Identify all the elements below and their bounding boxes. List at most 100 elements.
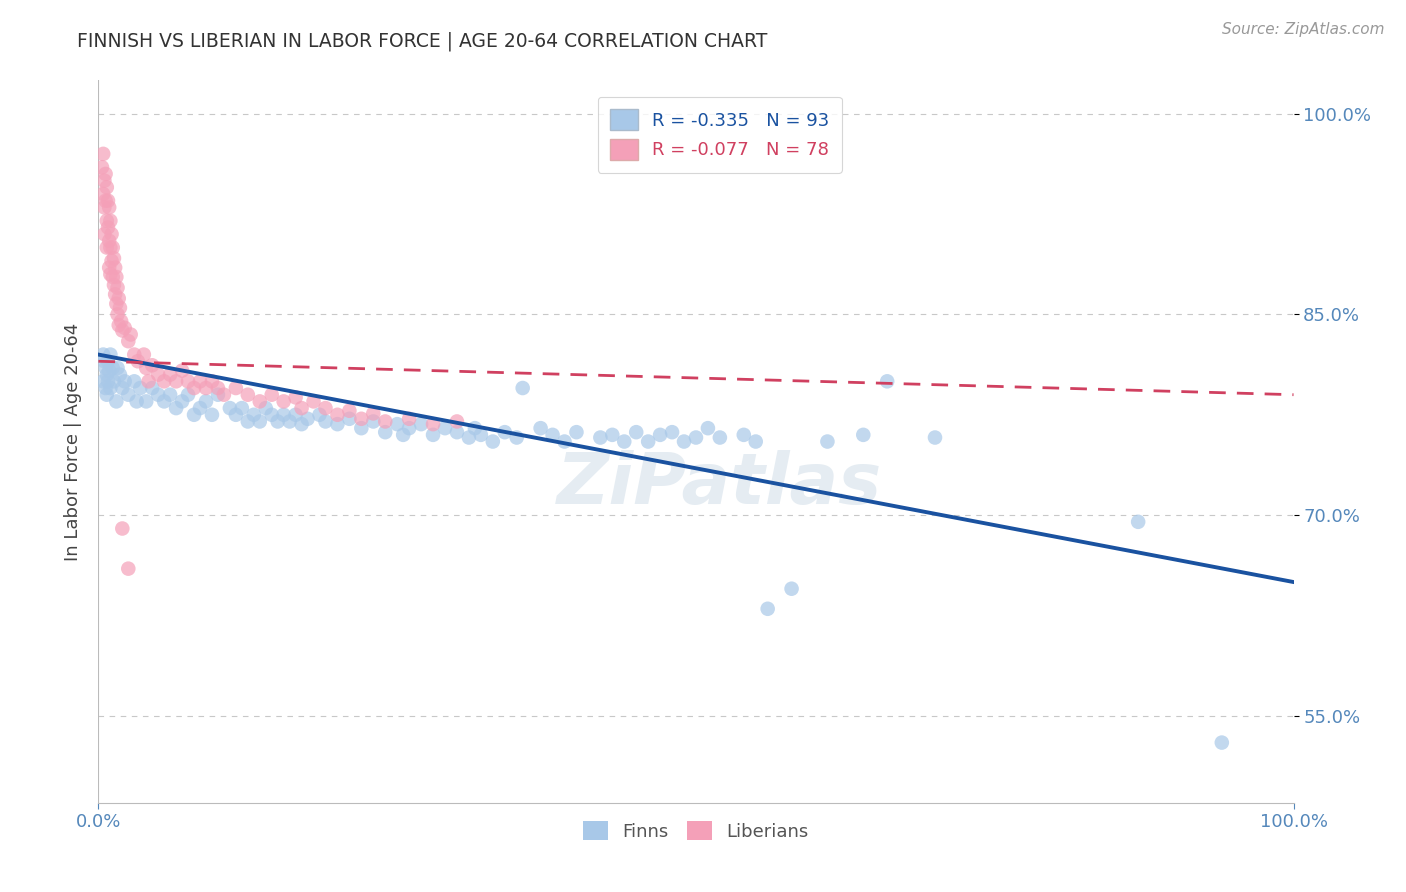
Point: [207, 387, 229, 401]
Point: [411, 417, 433, 431]
Point: [302, 394, 325, 409]
Point: [98, 347, 122, 362]
Point: [602, 427, 624, 442]
Point: [177, 374, 200, 388]
Point: [565, 425, 588, 439]
Point: [219, 401, 242, 415]
Point: [326, 417, 349, 431]
Text: ZiPatlas: ZiPatlas: [557, 450, 883, 519]
Point: [108, 368, 131, 382]
Point: [339, 403, 361, 417]
Point: [434, 421, 457, 435]
Point: [117, 561, 139, 575]
Point: [105, 269, 128, 284]
Point: [104, 287, 127, 301]
Point: [141, 358, 163, 372]
Point: [1211, 735, 1233, 749]
Point: [236, 387, 259, 401]
Point: [308, 408, 330, 422]
Point: [114, 374, 136, 388]
Point: [876, 374, 898, 388]
Point: [96, 213, 118, 227]
Point: [135, 360, 157, 375]
Point: [107, 307, 129, 321]
Point: [97, 220, 120, 235]
Point: [96, 240, 118, 254]
Point: [225, 381, 247, 395]
Point: [91, 146, 114, 161]
Point: [98, 363, 121, 377]
Point: [120, 327, 142, 342]
Point: [398, 411, 420, 425]
Point: [284, 390, 307, 404]
Point: [148, 387, 170, 401]
Point: [260, 387, 283, 401]
Point: [153, 374, 176, 388]
Point: [98, 240, 122, 254]
Point: [363, 406, 385, 420]
Point: [339, 411, 361, 425]
Point: [96, 180, 118, 194]
Point: [780, 582, 803, 596]
Point: [613, 434, 636, 449]
Point: [105, 394, 128, 409]
Point: [589, 430, 612, 444]
Point: [291, 417, 314, 431]
Point: [93, 227, 115, 241]
Legend: Finns, Liberians: Finns, Liberians: [575, 814, 817, 848]
Point: [177, 387, 200, 401]
Point: [1128, 515, 1150, 529]
Point: [98, 234, 121, 248]
Point: [98, 381, 122, 395]
Point: [236, 414, 259, 428]
Point: [98, 213, 122, 227]
Point: [924, 430, 946, 444]
Point: [127, 354, 149, 368]
Point: [107, 318, 129, 333]
Point: [254, 401, 277, 415]
Point: [315, 401, 337, 415]
Point: [111, 381, 134, 395]
Point: [374, 414, 396, 428]
Point: [648, 427, 672, 442]
Point: [249, 414, 271, 428]
Point: [709, 430, 731, 444]
Point: [91, 374, 114, 388]
Point: [350, 411, 373, 425]
Point: [554, 434, 576, 449]
Point: [96, 368, 118, 382]
Point: [101, 269, 124, 284]
Point: [110, 314, 132, 328]
Point: [637, 434, 659, 449]
Text: FINNISH VS LIBERIAN IN LABOR FORCE | AGE 20-64 CORRELATION CHART: FINNISH VS LIBERIAN IN LABOR FORCE | AGE…: [77, 31, 768, 51]
Point: [297, 411, 319, 425]
Point: [315, 414, 337, 428]
Point: [626, 425, 648, 439]
Point: [91, 187, 114, 202]
Point: [278, 414, 301, 428]
Point: [172, 394, 194, 409]
Point: [512, 381, 534, 395]
Point: [852, 427, 875, 442]
Point: [159, 387, 181, 401]
Point: [165, 401, 187, 415]
Point: [114, 320, 136, 334]
Point: [291, 401, 314, 415]
Point: [94, 167, 117, 181]
Point: [94, 360, 117, 375]
Point: [97, 374, 120, 388]
Point: [231, 401, 253, 415]
Point: [207, 381, 229, 395]
Point: [733, 427, 755, 442]
Text: Source: ZipAtlas.com: Source: ZipAtlas.com: [1222, 22, 1385, 37]
Point: [172, 363, 194, 377]
Point: [101, 240, 124, 254]
Point: [132, 347, 155, 362]
Point: [98, 267, 122, 281]
Point: [392, 427, 415, 442]
Point: [260, 408, 283, 422]
Point: [183, 408, 205, 422]
Point: [129, 381, 152, 395]
Point: [195, 394, 218, 409]
Point: [530, 421, 553, 435]
